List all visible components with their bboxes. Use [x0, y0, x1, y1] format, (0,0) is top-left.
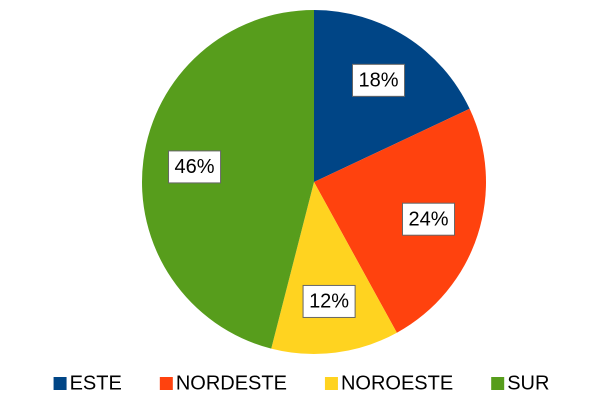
data-label: 24% — [401, 202, 456, 236]
data-label: 12% — [302, 284, 356, 318]
label-text: 18% — [358, 70, 398, 92]
label-box — [351, 63, 406, 97]
legend-swatch — [324, 377, 338, 390]
data-label: 46% — [168, 150, 222, 184]
label-text: 12% — [309, 291, 349, 313]
legend-label: SUR — [507, 372, 549, 394]
legend-label: NOROESTE — [341, 372, 453, 394]
label-text: 46% — [175, 156, 215, 178]
label-box — [302, 284, 356, 318]
legend-label: NORDESTE — [176, 372, 287, 394]
data-label: 18% — [351, 63, 406, 97]
legend-label: ESTE — [70, 372, 122, 394]
legend: ESTE NORDESTE NOROESTE SUR — [53, 372, 549, 394]
pie-slice — [142, 10, 314, 349]
label-text: 24% — [408, 208, 448, 230]
pie-slice — [314, 108, 487, 333]
label-box — [401, 202, 456, 236]
legend-swatch — [491, 377, 505, 390]
label-box — [168, 150, 222, 184]
legend-swatch — [53, 377, 67, 390]
legend-swatch — [159, 377, 173, 390]
